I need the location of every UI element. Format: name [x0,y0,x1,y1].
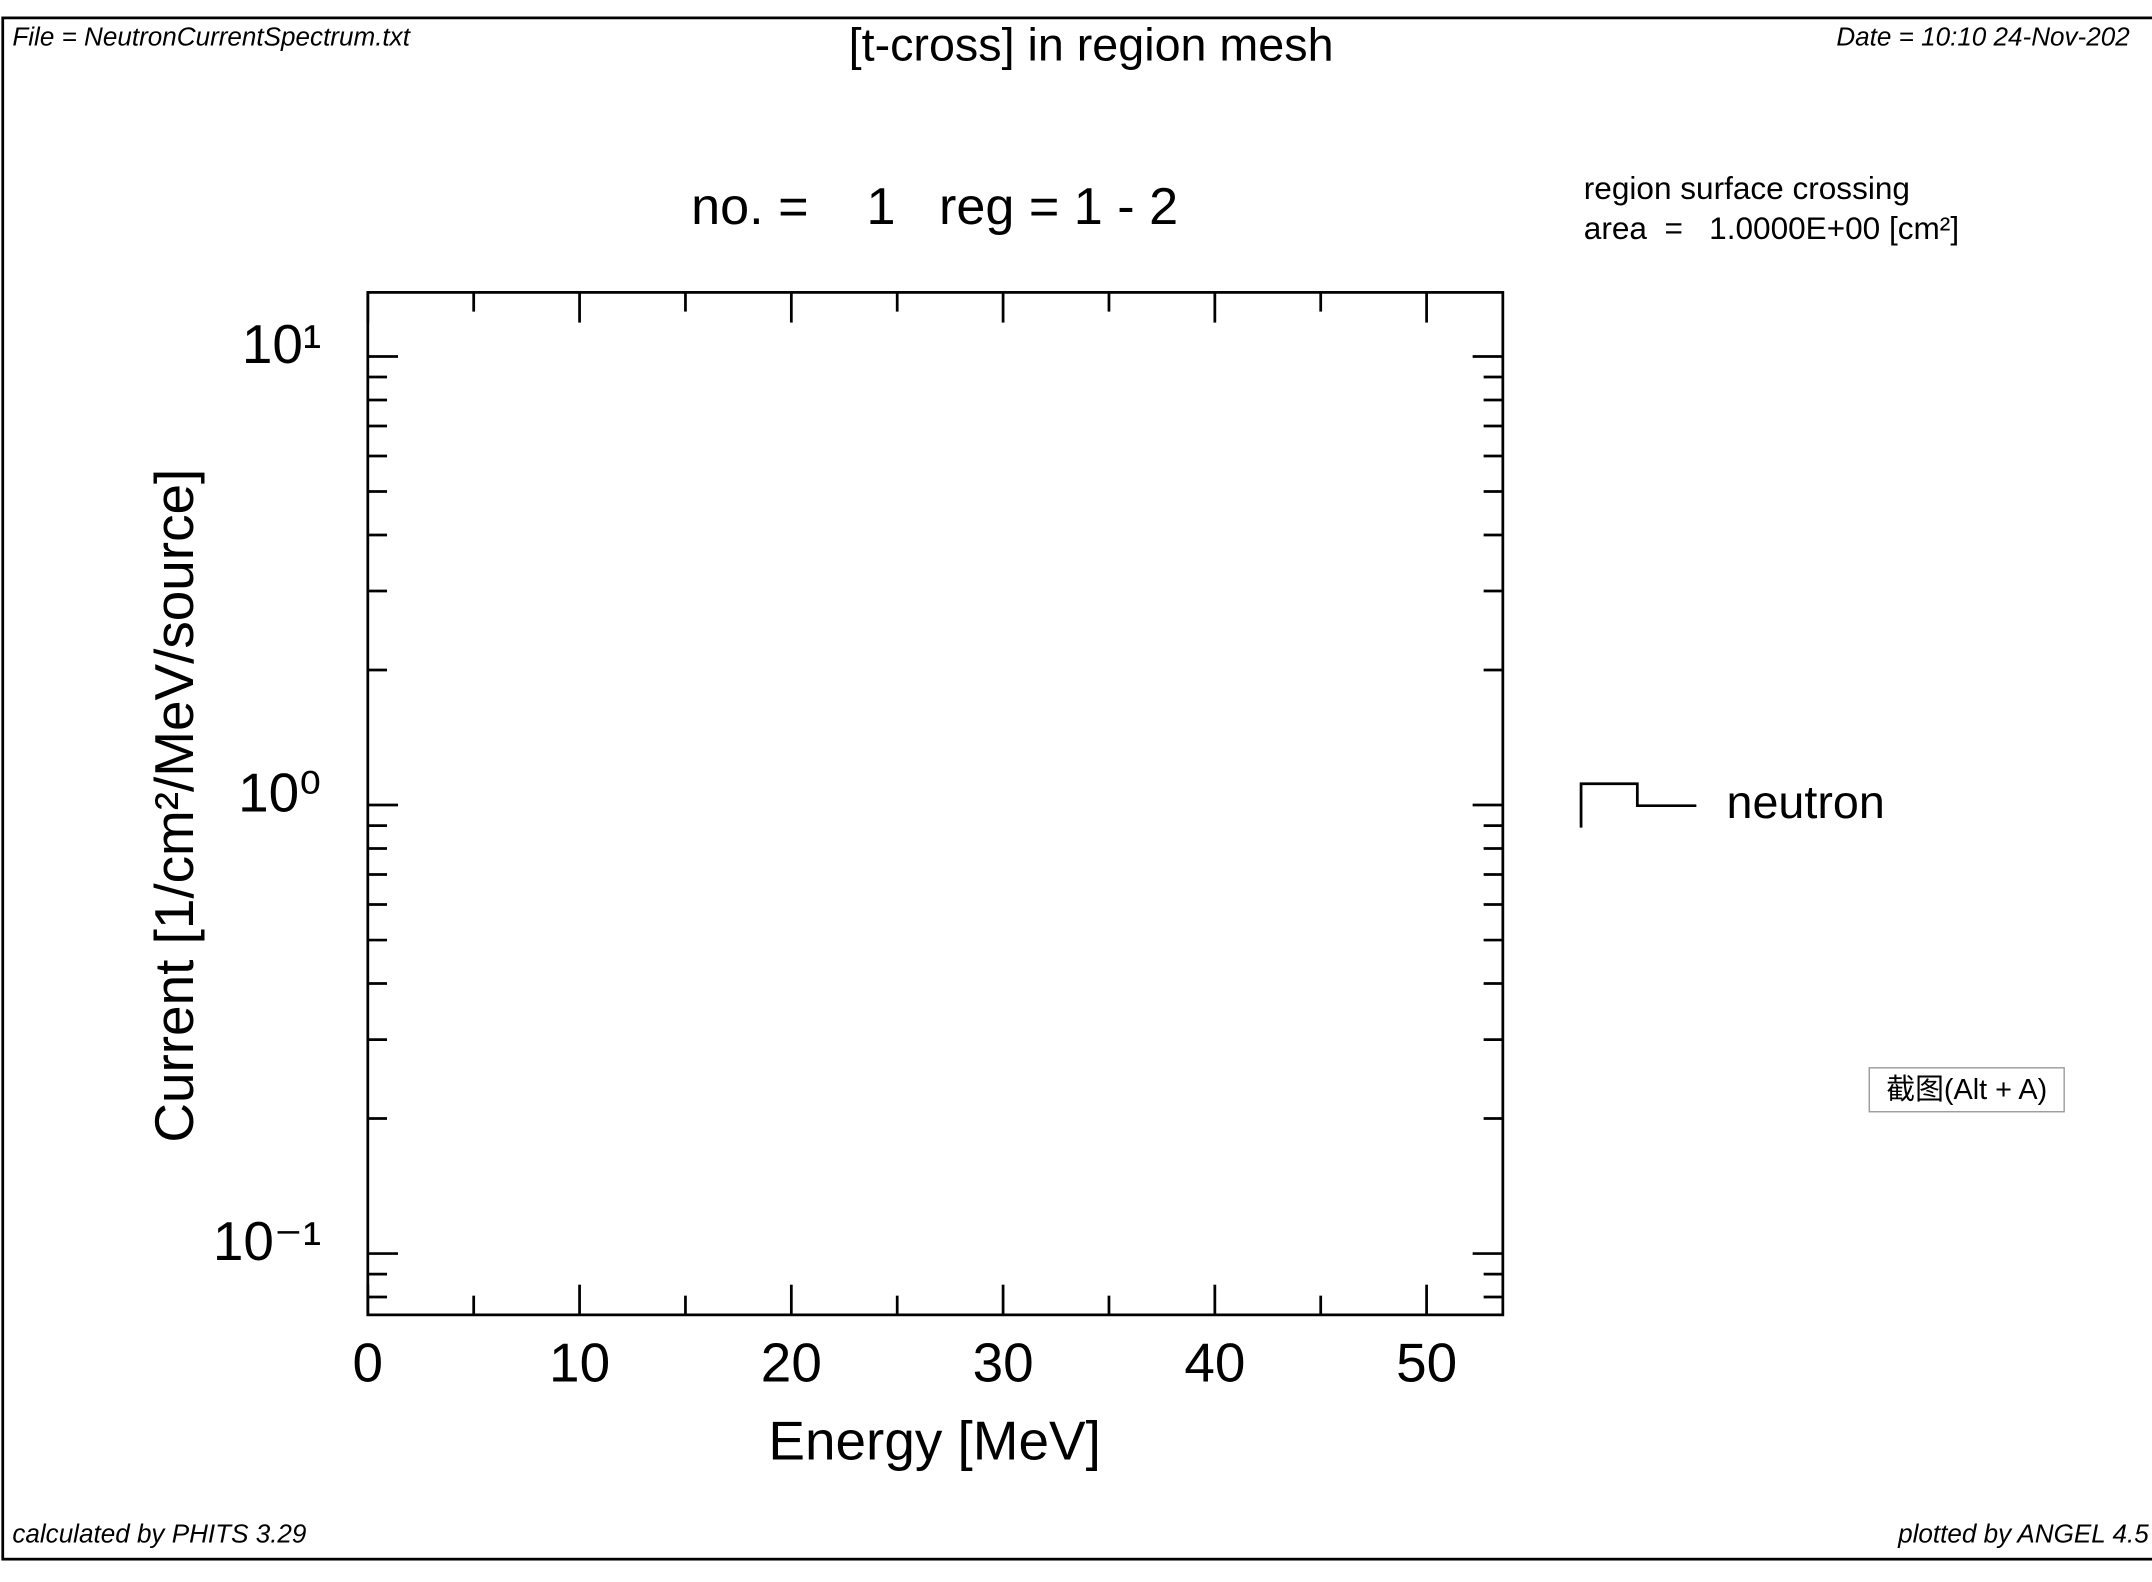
y-axis-title: Current [1/cm²/MeV/source] [143,469,205,1143]
x-axis-title: Energy [MeV] [768,1410,1100,1472]
date-label: Date = 10:10 24-Nov-202 [1836,21,2130,51]
tooltip: 截图(Alt + A) [1886,1074,2047,1106]
x-tick-label: 40 [1184,1332,1245,1394]
x-tick-label: 50 [1396,1332,1457,1394]
legend-label: neutron [1727,776,1885,828]
x-tick-label: 10 [549,1332,610,1394]
note: area = 1.0000E+00 [cm²] [1584,210,1959,246]
plot-frame [366,291,1505,1317]
legend-symbol [1579,782,1697,828]
x-tick-label: 20 [761,1332,822,1394]
y-tick-label: 10⁻¹ [213,1210,321,1272]
x-tick-label: 30 [973,1332,1034,1394]
footer-right: plotted by ANGEL 4.5 [1897,1519,2149,1549]
file-label: File = NeutronCurrentSpectrum.txt [12,21,411,51]
page-frame [1,16,2152,1561]
y-tick-label: 10⁰ [238,761,321,823]
chart-subtitle: no. = 1 reg = 1 - 2 [691,178,1178,236]
note: region surface crossing [1584,170,1910,206]
y-tick-label: 10¹ [242,313,321,375]
chart-title: [t-cross] in region mesh [849,18,1334,70]
tooltip-box [1868,1067,2065,1113]
footer-left: calculated by PHITS 3.29 [12,1519,306,1549]
x-tick-label: 0 [353,1332,384,1394]
